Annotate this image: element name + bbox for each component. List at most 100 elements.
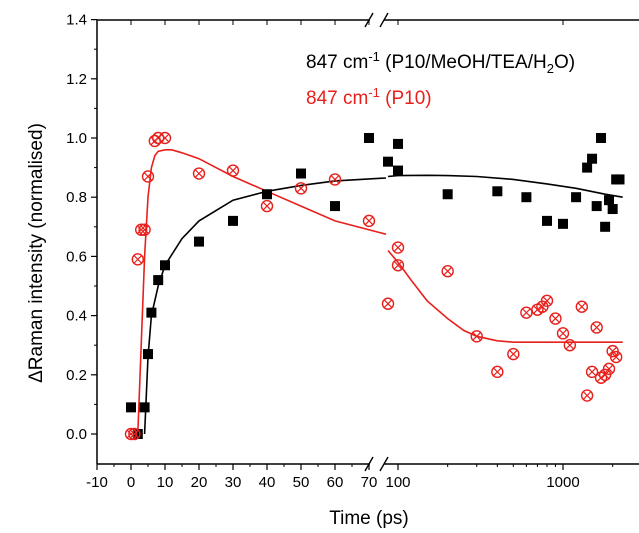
marker-ring (192, 167, 206, 180)
marker-ring (590, 321, 603, 334)
marker-cross-b (194, 169, 204, 178)
marker-cross-b (509, 349, 518, 359)
fit-line-0-log (387, 174, 623, 198)
marker-ring (556, 327, 570, 340)
marker-ring (520, 306, 533, 319)
x-tick-label: 30 (225, 474, 242, 491)
marker-ring (491, 365, 504, 379)
legend-black-end: O) (554, 52, 575, 73)
marker-cross-b (522, 308, 531, 317)
data-point-square (542, 215, 553, 226)
data-point-circle-cross (141, 170, 155, 183)
data-point-square (139, 402, 150, 413)
y-tick-label: 0.4 (66, 308, 87, 325)
marker-ring (606, 344, 619, 358)
marker-cross-b (364, 216, 374, 226)
marker-ring (563, 339, 577, 352)
data-point-square (146, 307, 157, 318)
y-tick-label: 0.8 (66, 189, 87, 206)
data-point-square (330, 201, 340, 212)
marker-cross-b (608, 346, 617, 356)
axes (91, 12, 639, 472)
marker-cross-b (611, 352, 621, 362)
data-point-square (591, 201, 602, 212)
data-point-circle-cross (192, 167, 206, 180)
data-point-circle-cross (294, 182, 308, 195)
marker-cross-b (133, 255, 143, 264)
top-axis-break-mark-b (379, 12, 389, 28)
marker-cross-b (393, 243, 403, 252)
marker-ring (585, 365, 599, 379)
marker-ring (124, 427, 138, 441)
data-point-square (143, 349, 153, 360)
data-point-circle-cross (138, 223, 151, 236)
data-point-circle-cross (540, 294, 554, 307)
data-point-circle-cross (580, 389, 594, 402)
marker-cross-b (538, 302, 547, 312)
data-point-square (383, 156, 393, 167)
fit-curves (137, 149, 623, 435)
marker-cross-b (577, 302, 587, 312)
data-point-square (492, 186, 503, 197)
fit-line-0-linear (143, 177, 387, 435)
data-point-circle-cross (585, 365, 599, 379)
data-point-square (521, 192, 532, 203)
marker-ring (602, 362, 616, 376)
marker-cross-b (262, 201, 272, 211)
data-point-square (558, 218, 568, 229)
data-point-square (364, 133, 374, 143)
data-point-circle-cross (134, 223, 148, 236)
data-point-circle-cross (590, 321, 603, 334)
marker-cross-b (582, 391, 592, 400)
legend: 847 cm-1 (P10/MeOH/TEA/H2O) 847 cm-1 (P1… (306, 49, 575, 109)
marker-cross-b (330, 175, 340, 184)
marker-ring (609, 350, 623, 364)
legend-black-name: 847 cm (306, 52, 368, 73)
marker-ring (138, 223, 151, 236)
marker-ring (134, 223, 148, 236)
data-point-circle-cross (602, 362, 616, 376)
data-point-square (582, 162, 593, 173)
y-tick-label: 0.0 (66, 426, 87, 443)
data-point-square (614, 174, 625, 185)
marker-cross-b (604, 364, 614, 374)
marker-ring (549, 312, 562, 325)
data-point-square (132, 429, 143, 439)
marker-ring (391, 241, 405, 254)
data-markers (124, 131, 625, 441)
data-point-square (126, 402, 136, 413)
marker-ring (158, 131, 172, 145)
y-tick-label: 1.0 (66, 130, 87, 147)
data-point-circle-cross (507, 347, 520, 361)
data-point-circle-cross (328, 173, 342, 186)
data-point-square (153, 275, 164, 286)
legend-red-name: 847 cm (306, 88, 368, 109)
y-tick-label: 1.2 (66, 71, 87, 88)
data-point-circle-cross (606, 344, 619, 358)
marker-ring (575, 300, 589, 313)
marker-ring (151, 131, 165, 145)
marker-ring (470, 330, 483, 343)
marker-cross-b (130, 429, 139, 439)
marker-cross-b (228, 166, 238, 175)
marker-cross-b (393, 260, 403, 270)
x-axis-title: Time (ps) (329, 508, 409, 529)
marker-ring (540, 294, 554, 307)
marker-ring (381, 297, 395, 310)
marker-ring (226, 164, 240, 177)
data-point-circle-cross (381, 297, 395, 310)
marker-cross-b (558, 329, 568, 338)
legend-black-sub: 2 (547, 61, 554, 76)
data-point-square (587, 153, 598, 164)
x-tick-label: -10 (86, 474, 108, 491)
data-point-square (262, 189, 272, 200)
x-tick-label: 70 (361, 474, 378, 491)
data-point-circle-cross (158, 131, 172, 145)
data-point-circle-cross (124, 427, 138, 441)
marker-cross-b (565, 340, 575, 350)
legend-red-sup: -1 (368, 85, 380, 100)
data-point-circle-cross (391, 241, 405, 254)
x-tick-label: 60 (327, 474, 344, 491)
data-point-circle-cross (226, 164, 240, 177)
data-point-circle-cross (391, 259, 405, 272)
